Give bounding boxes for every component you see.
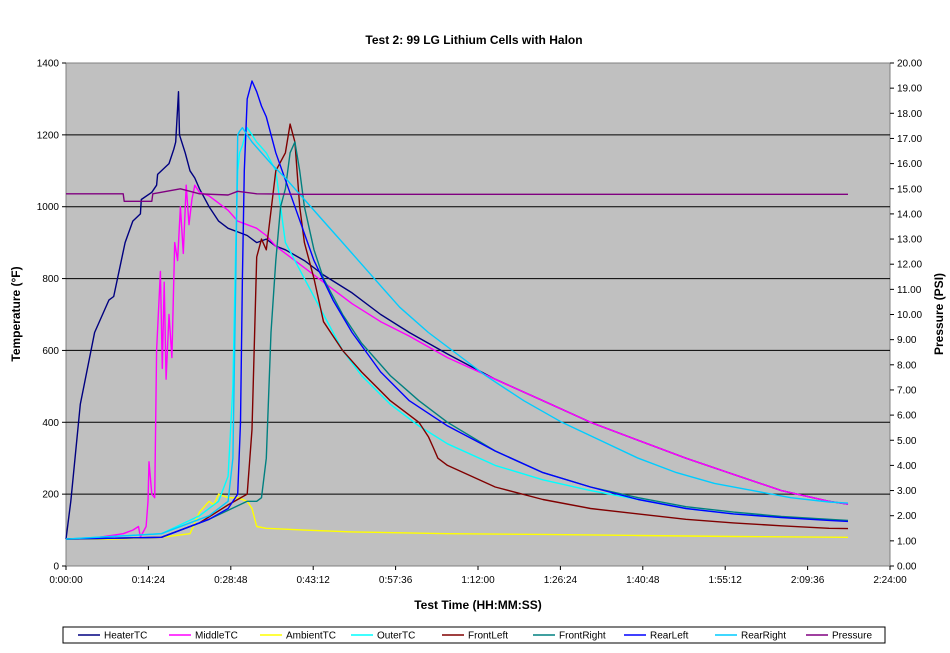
legend-label-pressure: Pressure [832, 631, 872, 642]
x-tick-label: 0:28:48 [214, 575, 248, 586]
y-axis-label: Temperature (°F) [9, 266, 23, 361]
y2-tick-label: 3.00 [897, 486, 917, 497]
y2-axis-ticks: 0.00 1.00 2.00 3.00 4.00 5.00 6.00 7.00 8.00 9.00… [890, 59, 922, 573]
y-tick-label: 600 [42, 346, 59, 357]
x-tick-label: 0:43:12 [297, 575, 331, 586]
y2-tick-label: 2.00 [897, 511, 917, 522]
y2-tick-label: 17.00 [897, 134, 922, 145]
legend-label-middletc: MiddleTC [195, 631, 238, 642]
y2-tick-label: 7.00 [897, 385, 917, 396]
series-line-rearright [65, 127, 849, 540]
y-tick-label: 800 [42, 274, 59, 285]
series-line-pressure [66, 188, 848, 202]
y2-tick-label: 6.00 [897, 411, 917, 422]
y2-tick-label: 16.00 [897, 159, 922, 170]
y2-tick-label: 15.00 [897, 184, 922, 195]
y2-tick-label: 0.00 [897, 562, 917, 573]
y-tick-label: 1000 [37, 202, 60, 213]
y2-tick-label: 20.00 [897, 59, 922, 70]
chart-title: Test 2: 99 LG Lithium Cells with Halon [365, 33, 582, 47]
legend-label-heatertc: HeaterTC [104, 631, 147, 642]
y-tick-label: 1400 [37, 59, 60, 70]
legend-label-rearright: RearRight [741, 631, 786, 642]
x-axis-ticks: 0:00:00 0:14:24 0:28:48 0:43:12 0:57:36 1:12:… [49, 566, 907, 586]
x-tick-label: 0:57:36 [379, 575, 413, 586]
gridlines [66, 134, 890, 495]
legend-label-frontright: FrontRight [559, 631, 606, 642]
y2-tick-label: 8.00 [897, 360, 917, 371]
y2-tick-label: 18.00 [897, 109, 922, 120]
series-line-frontleft [65, 123, 849, 540]
y2-tick-label: 4.00 [897, 461, 917, 472]
y2-tick-label: 10.00 [897, 310, 922, 321]
y-tick-label: 0 [53, 562, 59, 573]
x-tick-label: 2:24:00 [873, 575, 907, 586]
y-tick-label: 400 [42, 418, 59, 429]
y2-tick-label: 14.00 [897, 209, 922, 220]
series-line-middletc [65, 184, 849, 540]
legend-label-outertc: OuterTC [377, 631, 415, 642]
legend-label-rearleft: RearLeft [650, 631, 689, 642]
x-tick-label: 2:09:36 [791, 575, 825, 586]
y2-tick-label: 5.00 [897, 436, 917, 447]
y2-tick-label: 13.00 [897, 235, 922, 246]
y-tick-label: 1200 [37, 130, 60, 141]
y2-tick-label: 11.00 [897, 285, 922, 296]
x-axis-label: Test Time (HH:MM:SS) [414, 598, 542, 612]
y2-tick-label: 19.00 [897, 84, 922, 95]
plot-area [65, 62, 891, 567]
x-tick-label: 0:14:24 [132, 575, 166, 586]
x-tick-label: 0:00:00 [49, 575, 83, 586]
series-line-rearleft [65, 80, 849, 540]
y2-axis-label: Pressure (PSI) [932, 273, 946, 355]
x-tick-label: 1:12:00 [461, 575, 495, 586]
series-line-frontright [65, 141, 849, 540]
x-tick-label: 1:55:12 [709, 575, 743, 586]
x-tick-label: 1:26:24 [544, 575, 578, 586]
legend: HeaterTC MiddleTC AmbientTC OuterTC FrontLef… [78, 631, 872, 642]
y2-tick-label: 1.00 [897, 536, 917, 547]
legend-label-ambienttc: AmbientTC [286, 631, 336, 642]
x-tick-label: 1:40:48 [626, 575, 660, 586]
legend-box [62, 626, 886, 644]
y2-tick-label: 12.00 [897, 260, 922, 271]
y-axis-ticks: 0 200 400 600 800 1000 1200 1400 [37, 59, 66, 573]
legend-label-frontleft: FrontLeft [468, 631, 508, 642]
series-lines [65, 80, 849, 540]
y2-tick-label: 9.00 [897, 335, 917, 346]
y-tick-label: 200 [42, 490, 59, 501]
